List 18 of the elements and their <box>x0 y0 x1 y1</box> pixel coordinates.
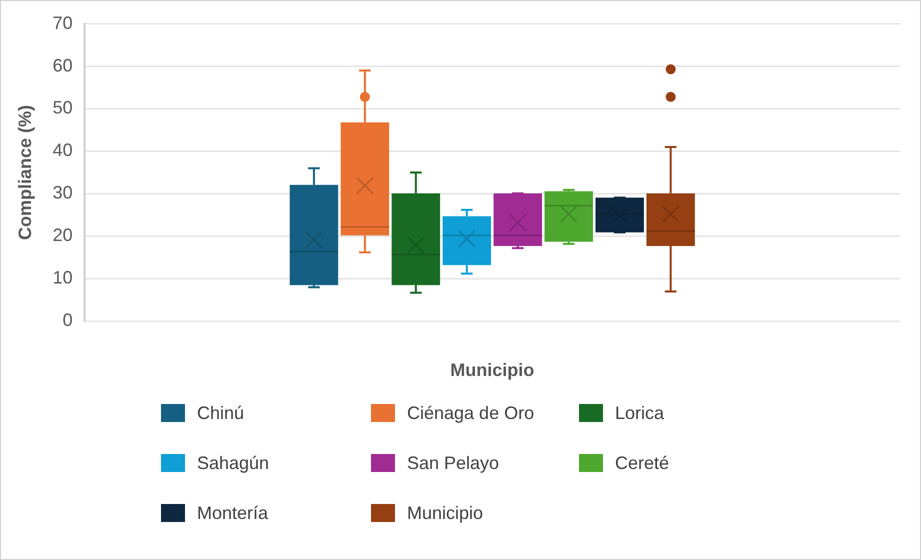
legend-label: Lorica <box>615 402 664 424</box>
legend-label: Chinú <box>197 402 244 424</box>
y-tick-label: 70 <box>52 12 73 33</box>
x-axis-title: Municipio <box>450 360 534 380</box>
y-tick-label: 30 <box>52 182 73 203</box>
y-tick-label: 10 <box>52 268 73 288</box>
legend-label: San Pelayo <box>407 452 500 474</box>
legend-label: Municipio <box>407 502 484 524</box>
y-tick-label: 50 <box>52 98 73 118</box>
y-tick-label: 20 <box>52 225 73 246</box>
legend-label: Ciénaga de Oro <box>407 402 534 424</box>
legend-label: Montería <box>197 502 268 524</box>
y-tick-label: 60 <box>52 55 73 76</box>
legend-label: Cereté <box>615 452 670 474</box>
y-tick-label: 0 <box>62 310 73 330</box>
legend-label: Sahagún <box>197 452 270 474</box>
y-tick-label: 40 <box>52 140 73 160</box>
y-axis-title: Compliance (%) <box>14 104 35 240</box>
